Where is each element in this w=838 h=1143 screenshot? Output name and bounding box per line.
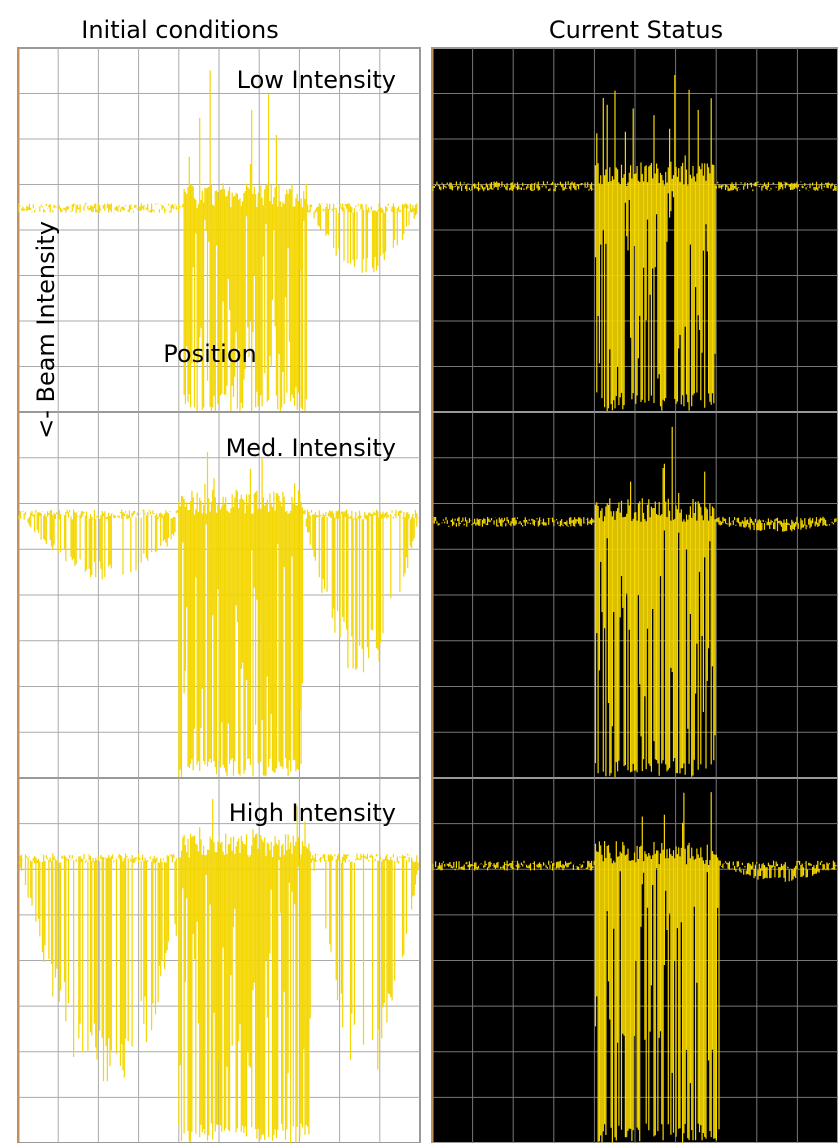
panel-label: Med. Intensity: [226, 434, 396, 462]
panel-label: Low Intensity: [237, 66, 396, 94]
figure: Initial conditions Current Status Low In…: [0, 0, 838, 1143]
axis-label: Position: [163, 340, 256, 368]
panel-label: High Intensity: [229, 799, 396, 827]
axis-label: <- Beam Intensity: [32, 221, 60, 439]
left-title: Initial conditions: [81, 16, 279, 44]
right-title: Current Status: [549, 16, 723, 44]
scope-panels: [18, 48, 838, 1143]
